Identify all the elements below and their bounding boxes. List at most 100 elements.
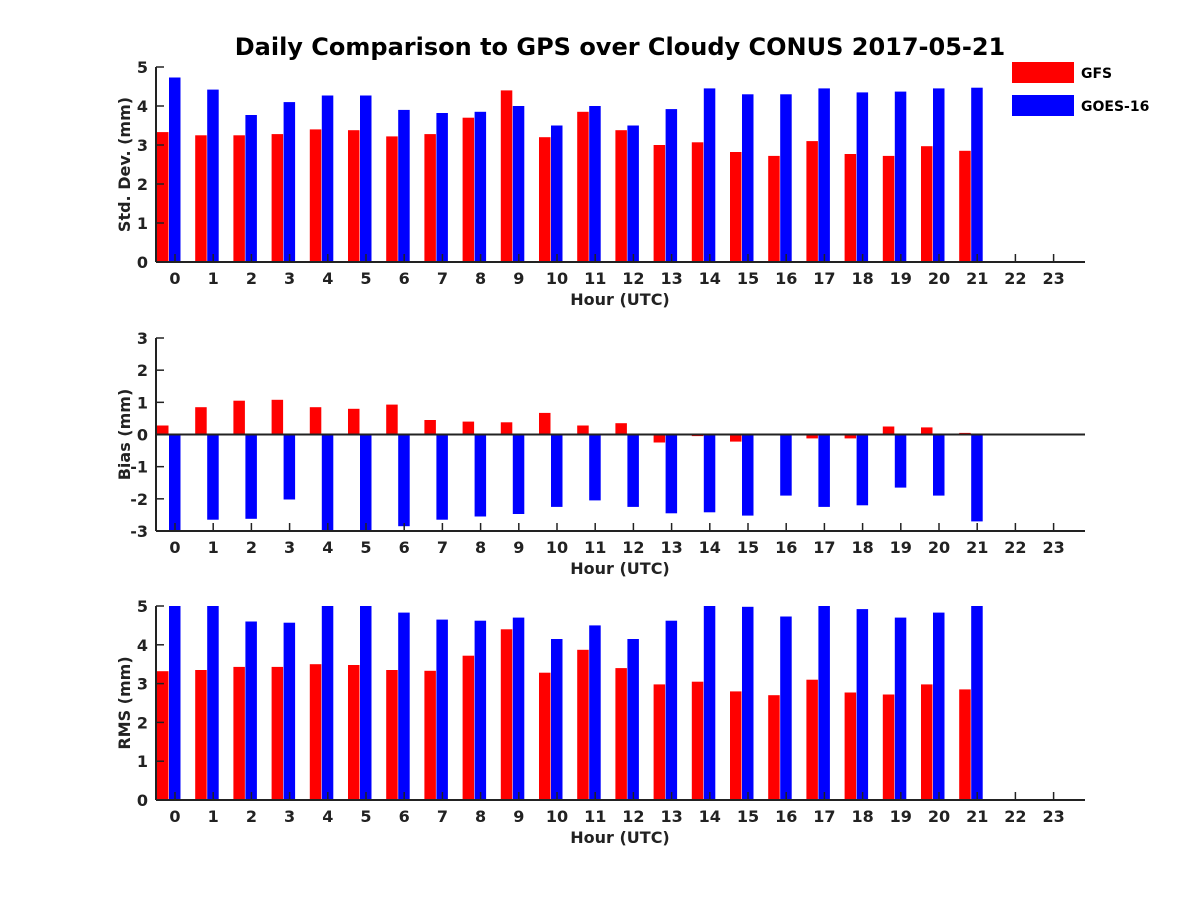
- bar-std-dev-goes16-0: [169, 77, 181, 262]
- y-tick-label-rms: 0: [137, 791, 148, 810]
- bar-rms-gfs-4: [309, 664, 322, 800]
- y-tick-label-rms: 2: [137, 713, 148, 732]
- bar-bias-gfs-13: [653, 434, 666, 443]
- bar-rms-gfs-7: [424, 670, 436, 800]
- bar-bias-goes16-18: [856, 434, 869, 506]
- x-tick-label-rms: 9: [513, 807, 524, 826]
- bar-bias-goes16-21: [971, 434, 983, 522]
- bar-std-dev-goes16-3: [283, 102, 296, 262]
- x-tick-label-bias: 5: [360, 538, 371, 557]
- bar-std-dev-goes16-5: [360, 95, 372, 262]
- bar-rms-goes16-0: [169, 606, 181, 800]
- bar-bias-goes16-10: [551, 434, 563, 507]
- x-tick-label-std-dev: 7: [437, 269, 448, 288]
- bar-rms-goes16-7: [436, 619, 448, 800]
- bar-bias-gfs-12: [615, 423, 627, 435]
- bar-bias-gfs-9: [500, 422, 513, 435]
- bar-rms-goes16-16: [780, 616, 792, 800]
- bar-bias-goes16-19: [894, 434, 907, 488]
- y-tick-label-bias: 2: [137, 361, 148, 380]
- y-tick-label-rms: 5: [137, 597, 148, 616]
- bar-std-dev-goes16-9: [512, 106, 525, 262]
- bar-std-dev-goes16-4: [321, 95, 334, 262]
- bar-bias-gfs-7: [424, 420, 436, 435]
- bar-rms-gfs-12: [615, 668, 627, 800]
- bar-std-dev-goes16-10: [551, 125, 563, 262]
- bar-std-dev-gfs-1: [195, 135, 207, 263]
- bar-rms-goes16-8: [474, 620, 487, 800]
- bar-std-dev-gfs-9: [500, 90, 513, 263]
- bar-bias-gfs-3: [271, 399, 284, 435]
- bar-bias-goes16-13: [665, 434, 678, 514]
- bar-std-dev-goes16-13: [665, 109, 678, 262]
- bar-rms-goes16-19: [894, 617, 907, 800]
- legend-label-gfs: GFS: [1081, 66, 1112, 82]
- x-tick-label-bias: 10: [546, 538, 568, 557]
- x-tick-label-std-dev: 4: [322, 269, 333, 288]
- x-tick-label-bias: 15: [737, 538, 759, 557]
- bar-rms-goes16-14: [703, 606, 716, 800]
- x-axis-label-std-dev: Hour (UTC): [570, 290, 670, 309]
- bar-rms-gfs-10: [539, 672, 551, 800]
- bar-bias-goes16-8: [474, 434, 487, 517]
- bar-bias-gfs-19: [882, 426, 895, 435]
- x-tick-label-bias: 12: [622, 538, 644, 557]
- bar-std-dev-gfs-16: [768, 155, 780, 262]
- bar-bias-goes16-20: [933, 434, 945, 496]
- x-axis-label-rms: Hour (UTC): [570, 828, 670, 847]
- bar-std-dev-goes16-11: [589, 106, 601, 262]
- bar-rms-goes16-18: [856, 609, 869, 800]
- y-tick-label-rms: 4: [137, 636, 148, 655]
- y-tick-label-bias: 0: [137, 426, 148, 445]
- x-tick-label-bias: 13: [660, 538, 682, 557]
- bar-std-dev-goes16-2: [245, 115, 257, 262]
- x-tick-label-rms: 13: [660, 807, 682, 826]
- y-tick-label-bias: 3: [137, 329, 148, 348]
- x-tick-label-bias: 8: [475, 538, 486, 557]
- bar-std-dev-goes16-21: [971, 87, 983, 262]
- bar-rms-gfs-20: [921, 684, 933, 800]
- bar-std-dev-gfs-7: [424, 134, 436, 262]
- x-tick-label-bias: 3: [284, 538, 295, 557]
- bar-bias-goes16-3: [283, 434, 296, 500]
- bar-std-dev-gfs-17: [806, 141, 818, 262]
- bar-rms-goes16-9: [512, 617, 525, 800]
- bar-rms-gfs-13: [653, 684, 666, 800]
- legend-swatch-gfs: [1012, 62, 1074, 83]
- bar-rms-gfs-21: [959, 689, 971, 800]
- x-tick-label-std-dev: 15: [737, 269, 759, 288]
- bar-std-dev-goes16-15: [742, 94, 754, 262]
- x-axis-label-bias: Hour (UTC): [570, 559, 670, 578]
- bar-rms-goes16-3: [283, 622, 296, 800]
- x-tick-label-bias: 0: [169, 538, 180, 557]
- bar-rms-gfs-9: [500, 629, 513, 800]
- bar-std-dev-gfs-21: [959, 150, 971, 262]
- x-tick-label-std-dev: 12: [622, 269, 644, 288]
- bar-std-dev-goes16-17: [818, 88, 830, 263]
- x-tick-label-std-dev: 20: [928, 269, 950, 288]
- bar-bias-goes16-1: [207, 434, 219, 520]
- bar-rms-goes16-12: [627, 639, 639, 800]
- bar-bias-goes16-6: [398, 434, 410, 527]
- y-tick-label-std-dev: 5: [137, 58, 148, 77]
- bar-bias-gfs-15: [730, 434, 742, 442]
- bar-bias-goes16-16: [780, 434, 792, 496]
- bar-std-dev-gfs-20: [921, 146, 933, 262]
- y-axis-label-std-dev: Std. Dev. (mm): [115, 97, 134, 232]
- x-tick-label-rms: 5: [360, 807, 371, 826]
- bar-rms-goes16-1: [207, 606, 219, 800]
- bar-bias-goes16-2: [245, 434, 257, 519]
- bar-bias-goes16-5: [360, 434, 372, 531]
- bar-bias-goes16-14: [703, 434, 716, 513]
- chart-title: Daily Comparison to GPS over Cloudy CONU…: [235, 33, 1006, 61]
- bar-std-dev-gfs-14: [691, 142, 704, 262]
- bar-std-dev-gfs-11: [577, 111, 589, 262]
- x-tick-label-std-dev: 3: [284, 269, 295, 288]
- bar-std-dev-goes16-19: [894, 91, 907, 262]
- bar-rms-goes16-15: [742, 606, 754, 800]
- bar-rms-gfs-16: [768, 695, 780, 800]
- x-tick-label-rms: 23: [1042, 807, 1064, 826]
- bar-bias-gfs-20: [921, 427, 933, 435]
